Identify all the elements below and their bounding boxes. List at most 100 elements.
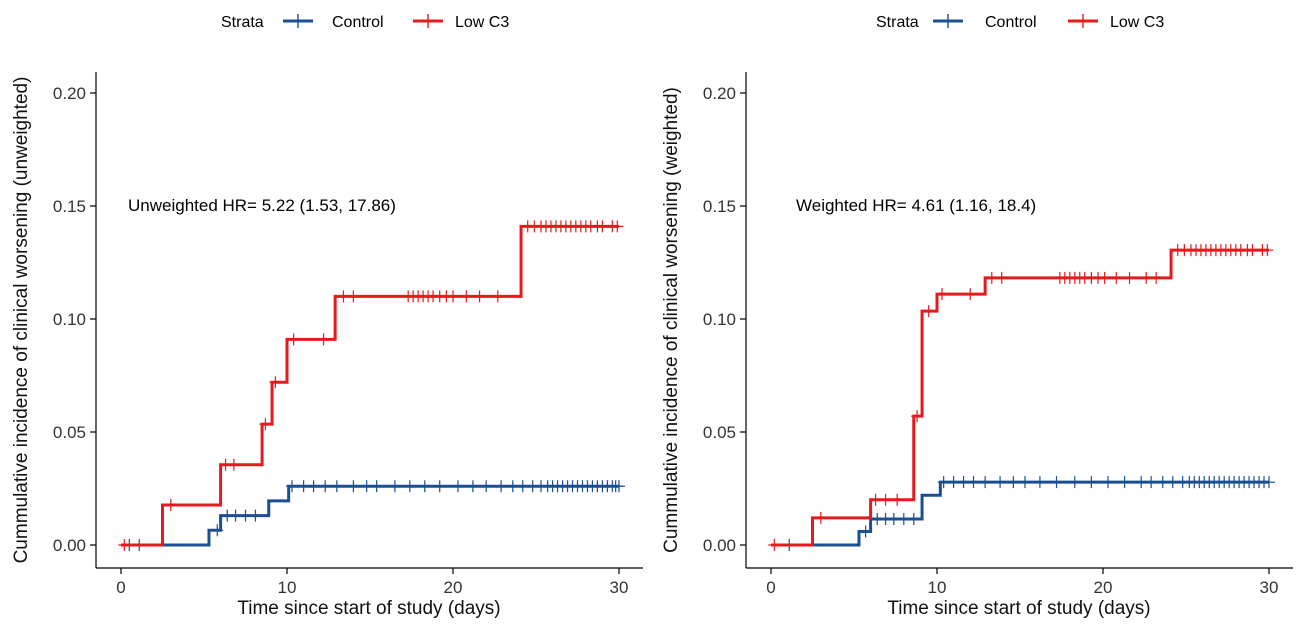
censor-mark-control (1118, 476, 1131, 489)
legend-label-lowc3: Low C3 (455, 14, 509, 31)
y-tick-label: 0.10 (53, 310, 86, 329)
series-line-low-c3 (771, 248, 1269, 547)
censor-mark-control (495, 480, 508, 493)
censor-mark-control (1085, 476, 1098, 489)
censor-mark-low-c3 (118, 539, 131, 551)
x-tick-label: 0 (766, 578, 775, 597)
y-tick-label: 0.10 (703, 310, 736, 329)
legend-title: Strata (876, 14, 919, 31)
censor-mark-low-c3 (259, 418, 272, 431)
censor-mark-control (1050, 476, 1063, 489)
censor-mark-control (451, 480, 464, 493)
censor-mark-control (1007, 476, 1020, 489)
censor-mark-low-c3 (460, 290, 473, 303)
censor-mark-control (466, 480, 479, 493)
censor-mark-low-c3 (269, 376, 282, 389)
censor-mark-low-c3 (347, 290, 360, 303)
x-tick-label: 0 (116, 578, 125, 597)
censor-mark-control (967, 476, 980, 489)
y-tick-label: 0.15 (53, 197, 86, 216)
x-tick-label: 20 (1094, 578, 1113, 597)
y-axis-title: Cummulative incidence of clinical worsen… (661, 87, 682, 553)
censor-mark-low-c3 (447, 290, 459, 303)
legend-label-lowc3: Low C3 (1110, 14, 1164, 31)
y-tick-label: 0.20 (53, 84, 86, 103)
censor-mark-control (907, 513, 920, 526)
legend: Strata Control Low C3 (876, 14, 1164, 31)
axis-ticks: 0 10 20 30 0.00 0.05 0.10 0.15 0.20 (53, 84, 629, 597)
x-tick-label: 30 (1260, 578, 1279, 597)
weighted-panel: Strata Control Low C3 0 10 20 30 0.00 0.05 0.1… (661, 14, 1293, 619)
censor-mark-low-c3 (473, 290, 486, 303)
censor-mark-low-c3 (317, 333, 330, 346)
axis-ticks: 0 10 20 30 0.00 0.05 0.10 0.15 0.20 (703, 84, 1279, 597)
unweighted-panel: Strata Control Low C3 0 10 20 30 0.00 0.05 0.1… (11, 14, 643, 619)
censor-mark-control (433, 480, 446, 493)
x-tick-label: 20 (444, 578, 463, 597)
x-axis-title: Time since start of study (days) (887, 598, 1150, 619)
censor-mark-control (330, 480, 343, 493)
censor-mark-low-c3 (611, 220, 624, 233)
censor-mark-control (370, 480, 383, 493)
legend-label-control: Control (985, 14, 1037, 31)
censor-mark-low-c3 (922, 305, 935, 318)
censor-mark-low-c3 (879, 493, 892, 506)
censor-mark-control (418, 480, 431, 493)
censor-mark-control (388, 480, 401, 493)
x-tick-label: 10 (928, 578, 947, 597)
censor-mark-low-c3 (768, 539, 781, 551)
censor-mark-control (1145, 476, 1158, 489)
series-lines (118, 220, 625, 551)
legend: Strata Control Low C3 (221, 14, 509, 31)
censor-mark-low-c3 (964, 288, 977, 301)
censor-mark-control (403, 480, 416, 493)
censor-mark-control (1068, 476, 1081, 489)
series-line-control (121, 484, 619, 547)
censor-mark-control (285, 480, 298, 493)
censor-mark-low-c3 (1123, 271, 1136, 284)
y-tick-label: 0.05 (703, 423, 736, 442)
censor-mark-control (249, 509, 262, 522)
censor-mark-control (347, 480, 360, 493)
series-lines (768, 244, 1275, 551)
x-axis-title: Time since start of study (days) (237, 598, 500, 619)
censor-mark-low-c3 (935, 288, 948, 301)
censor-mark-low-c3 (814, 511, 827, 524)
y-tick-label: 0.00 (53, 536, 86, 555)
censor-mark-control (859, 525, 872, 538)
censor-mark-control (979, 476, 992, 489)
censor-mark-low-c3 (1110, 271, 1123, 284)
censor-mark-control (319, 480, 332, 493)
y-tick-label: 0.15 (703, 197, 736, 216)
hr-annotation: Weighted HR= 4.61 (1.16, 18.4) (796, 196, 1036, 215)
series-line-control (771, 480, 1269, 547)
x-tick-label: 10 (278, 578, 297, 597)
y-tick-label: 0.00 (703, 536, 736, 555)
censor-mark-low-c3 (491, 290, 504, 303)
censor-mark-control (480, 480, 493, 493)
legend-label-control: Control (332, 14, 384, 31)
censor-mark-control (1101, 476, 1114, 489)
censor-mark-low-c3 (1098, 271, 1111, 284)
censor-mark-low-c3 (995, 271, 1008, 284)
censor-mark-control (307, 480, 320, 493)
legend-title: Strata (221, 14, 264, 31)
y-tick-label: 0.05 (53, 423, 86, 442)
censor-mark-control (1033, 476, 1046, 489)
censor-mark-low-c3 (287, 333, 300, 346)
censor-mark-low-c3 (164, 498, 177, 511)
censor-mark-low-c3 (911, 410, 924, 423)
censor-mark-control (613, 480, 625, 493)
series-line-low-c3 (121, 224, 619, 547)
censor-mark-control (1263, 476, 1275, 489)
censor-mark-control (1018, 476, 1031, 489)
censor-mark-low-c3 (1150, 271, 1163, 284)
hr-annotation: Unweighted HR= 5.22 (1.53, 17.86) (128, 196, 396, 215)
censor-mark-low-c3 (227, 458, 240, 471)
y-tick-label: 0.20 (703, 84, 736, 103)
x-tick-label: 30 (610, 578, 629, 597)
censor-mark-low-c3 (1261, 244, 1274, 257)
censor-mark-control (994, 476, 1007, 489)
y-axis-title: Cummulative incidence of clinical worsen… (11, 77, 32, 564)
